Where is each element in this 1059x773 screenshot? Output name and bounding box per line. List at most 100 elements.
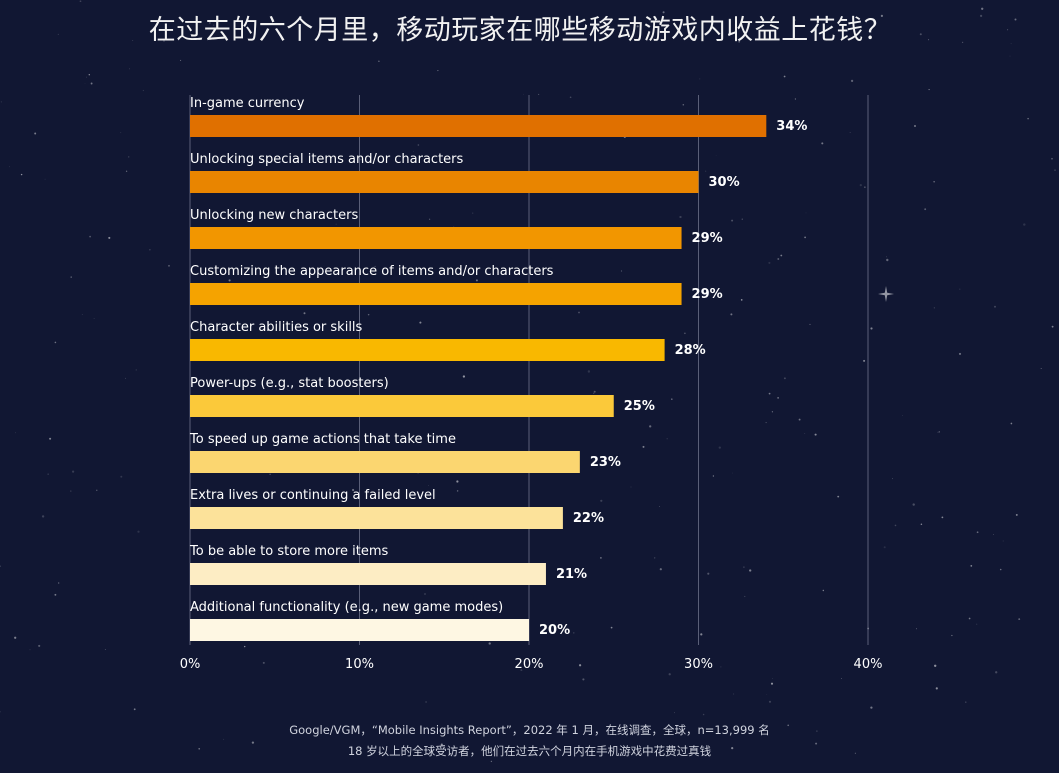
star xyxy=(892,478,893,480)
star xyxy=(679,215,682,219)
star xyxy=(587,370,591,373)
star xyxy=(749,569,752,572)
star xyxy=(718,446,721,449)
category-label: Unlocking special items and/or character… xyxy=(190,152,464,167)
value-label: 21% xyxy=(556,567,587,582)
category-label: Extra lives or continuing a failed level xyxy=(190,488,436,503)
star xyxy=(437,70,439,72)
star xyxy=(413,150,414,152)
star xyxy=(715,154,717,156)
star xyxy=(14,636,17,639)
star xyxy=(815,742,818,745)
star xyxy=(104,648,106,651)
star xyxy=(428,218,431,220)
x-tick-label: 10% xyxy=(345,657,374,672)
star xyxy=(809,323,811,325)
bar xyxy=(190,507,563,529)
star xyxy=(640,730,642,732)
bar xyxy=(190,451,580,473)
star xyxy=(850,79,854,83)
star xyxy=(214,558,216,560)
star xyxy=(771,678,773,679)
star xyxy=(730,313,733,316)
star xyxy=(424,593,426,595)
value-label: 23% xyxy=(590,455,621,470)
star xyxy=(79,0,82,3)
star xyxy=(993,533,995,535)
star xyxy=(743,566,745,568)
star xyxy=(129,68,130,70)
star xyxy=(29,649,31,651)
star xyxy=(120,132,122,134)
star xyxy=(732,472,734,474)
star xyxy=(859,183,862,187)
star xyxy=(1014,18,1017,21)
star xyxy=(995,671,998,674)
star xyxy=(15,432,16,434)
star xyxy=(149,249,151,251)
star xyxy=(538,93,540,95)
star xyxy=(816,730,818,732)
star xyxy=(578,664,582,667)
star xyxy=(58,582,60,584)
star xyxy=(142,89,145,92)
star xyxy=(880,14,884,18)
star xyxy=(419,321,421,323)
x-tick-label: 0% xyxy=(180,657,201,672)
star xyxy=(783,377,786,380)
star xyxy=(425,700,428,704)
star xyxy=(244,645,246,648)
star xyxy=(738,40,741,43)
star xyxy=(968,617,971,620)
star xyxy=(731,747,734,750)
star xyxy=(999,568,1002,571)
star xyxy=(863,359,866,362)
star xyxy=(822,589,824,592)
star xyxy=(864,186,866,188)
star xyxy=(671,398,673,400)
category-label: Additional functionality (e.g., new game… xyxy=(190,600,503,615)
star xyxy=(766,693,768,695)
star xyxy=(712,475,715,477)
star xyxy=(352,488,355,492)
star xyxy=(125,377,126,379)
star xyxy=(462,375,466,378)
star xyxy=(475,279,478,282)
star xyxy=(1027,117,1029,120)
star xyxy=(630,486,632,488)
star xyxy=(168,264,170,267)
star xyxy=(654,557,656,559)
star xyxy=(20,173,23,176)
star xyxy=(961,41,964,44)
star xyxy=(720,666,722,668)
star xyxy=(959,288,961,290)
star xyxy=(93,318,95,319)
star xyxy=(1007,29,1009,31)
star xyxy=(120,475,123,478)
source-note-line-1: Google/VGM，“Mobile Insights Report”，2022… xyxy=(289,723,770,737)
star xyxy=(994,305,996,308)
star xyxy=(86,76,88,78)
star xyxy=(198,747,201,750)
bar xyxy=(190,339,665,361)
star xyxy=(378,751,381,754)
star xyxy=(520,669,523,672)
star xyxy=(777,397,779,399)
star xyxy=(682,103,685,106)
value-label: 28% xyxy=(675,343,706,358)
star xyxy=(84,83,86,85)
category-label: To speed up game actions that take time xyxy=(189,432,456,447)
star xyxy=(1051,325,1054,328)
star xyxy=(70,490,72,492)
star xyxy=(777,258,780,260)
star xyxy=(523,93,524,95)
star xyxy=(649,425,652,428)
value-label: 22% xyxy=(573,511,604,526)
star xyxy=(440,743,443,746)
star xyxy=(600,499,603,502)
star xyxy=(223,738,225,740)
star xyxy=(731,219,734,222)
star xyxy=(1010,422,1013,425)
star xyxy=(721,34,723,37)
star xyxy=(49,437,52,440)
